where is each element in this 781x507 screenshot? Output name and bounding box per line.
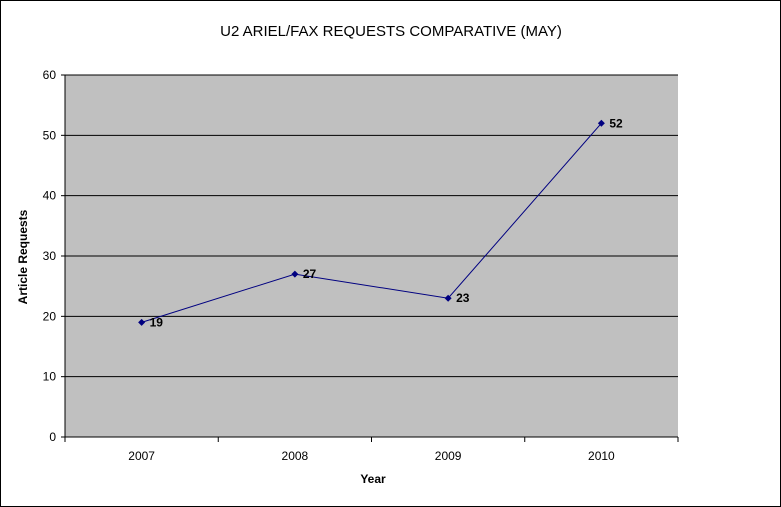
x-tick-label: 2007 (128, 449, 155, 463)
data-label: 52 (609, 116, 623, 130)
x-axis-title: Year (360, 472, 386, 486)
data-point-marker (444, 294, 452, 302)
x-axis-ticks: 2007 2008 2009 2010 (64, 437, 679, 463)
data-labels-group: 19 27 23 52 (150, 116, 623, 329)
y-tick-label: 20 (43, 309, 57, 323)
data-label: 23 (456, 291, 470, 305)
y-axis-ticks: 0 10 20 30 40 50 60 (43, 68, 65, 444)
x-tick-label: 2008 (282, 449, 309, 463)
y-tick-label: 60 (43, 68, 57, 82)
y-tick-label: 50 (43, 128, 57, 142)
data-point-marker (291, 270, 299, 278)
y-axis-title: Article Requests (16, 209, 30, 304)
series-group (138, 119, 605, 326)
x-tick-label: 2009 (435, 449, 462, 463)
data-point-marker (597, 119, 605, 127)
y-tick-label: 0 (49, 430, 56, 444)
gridlines (65, 74, 678, 378)
data-point-marker (138, 318, 146, 326)
data-label: 27 (303, 267, 317, 281)
x-tick-label: 2010 (588, 449, 615, 463)
series-line (141, 122, 602, 323)
data-label: 19 (150, 315, 164, 329)
y-tick-label: 30 (43, 249, 57, 263)
y-tick-label: 40 (43, 189, 57, 203)
chart-title: U2 ARIEL/FAX REQUESTS COMPARATIVE (MAY) (220, 23, 562, 40)
y-tick-label: 10 (43, 370, 57, 384)
